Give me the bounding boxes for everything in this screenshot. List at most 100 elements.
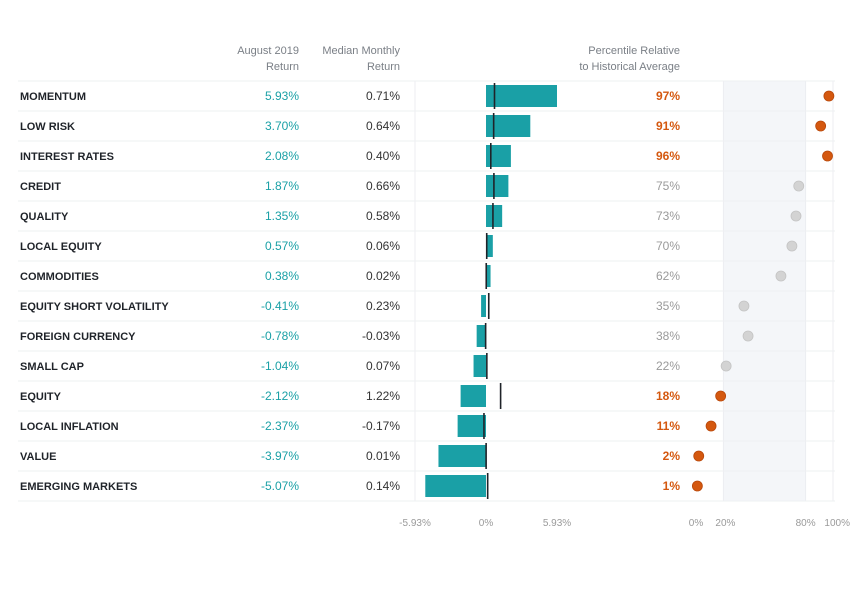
median-return-value: 0.64% [366, 119, 400, 133]
percentile-value: 91% [656, 119, 680, 133]
median-return-value: 0.58% [366, 209, 400, 223]
august-return-bar [486, 175, 509, 197]
august-return-bar [486, 265, 491, 287]
percentile-axis-tick-label: 100% [824, 518, 850, 529]
august-return-bar [486, 85, 557, 107]
table-row: SMALL CAP -1.04% 0.07% 22% [18, 350, 835, 379]
table-row: COMMODITIES 0.38% 0.02% 62% [18, 260, 835, 289]
header-august-line1: August 2019 [237, 45, 299, 57]
factor-label: LOCAL EQUITY [20, 241, 102, 253]
factor-label: LOCAL INFLATION [20, 421, 119, 433]
bar-axis-tick-label: 0% [479, 518, 494, 529]
median-return-value: 1.22% [366, 389, 400, 403]
august-return-value: 0.57% [265, 239, 299, 253]
percentile-dot [823, 90, 835, 102]
median-return-value: 0.07% [366, 359, 400, 373]
factor-label: FOREIGN CURRENCY [20, 331, 136, 343]
median-return-value: -0.17% [362, 419, 400, 433]
percentile-dot [720, 360, 732, 372]
august-return-value: 1.35% [265, 209, 299, 223]
table-row: INTEREST RATES 2.08% 0.40% 96% [18, 140, 835, 169]
august-return-value: 3.70% [265, 119, 299, 133]
percentile-dot [705, 420, 717, 432]
median-return-value: 0.66% [366, 179, 400, 193]
median-return-value: 0.71% [366, 89, 400, 103]
table-row: EQUITY -2.12% 1.22% 18% [18, 380, 835, 409]
percentile-value: 96% [656, 149, 680, 163]
factor-label: SMALL CAP [20, 361, 84, 373]
percentile-dot [786, 240, 798, 252]
factor-label: EQUITY [20, 391, 62, 403]
percentile-value: 75% [656, 179, 680, 193]
table-row: FOREIGN CURRENCY -0.78% -0.03% 38% [18, 320, 835, 349]
bar-axis-tick-label: 5.93% [543, 518, 571, 529]
factor-label: MOMENTUM [20, 91, 86, 103]
factor-label: EQUITY SHORT VOLATILITY [20, 301, 169, 313]
august-return-bar [457, 415, 486, 437]
percentile-dot [715, 390, 727, 402]
table-row: LOW RISK 3.70% 0.64% 91% [18, 110, 835, 139]
august-return-value: -0.78% [261, 329, 299, 343]
factor-label: VALUE [20, 451, 56, 463]
percentile-dot [775, 270, 787, 282]
factor-label: EMERGING MARKETS [20, 481, 137, 493]
median-return-value: 0.06% [366, 239, 400, 253]
august-return-bar [486, 205, 503, 227]
median-return-value: 0.23% [366, 299, 400, 313]
percentile-value: 35% [656, 299, 680, 313]
factor-label: INTEREST RATES [20, 151, 114, 163]
factor-label: COMMODITIES [20, 271, 99, 283]
august-return-bar [473, 355, 486, 377]
table-row: LOCAL INFLATION -2.37% -0.17% 11% [18, 410, 835, 439]
header-median-line2: Return [367, 61, 400, 73]
august-return-value: -5.07% [261, 479, 299, 493]
factor-label: LOW RISK [20, 121, 75, 133]
header-august-line2: Return [266, 61, 299, 73]
percentile-dot [793, 180, 805, 192]
august-return-value: -2.12% [261, 389, 299, 403]
percentile-dot [815, 120, 827, 132]
percentile-dot [822, 150, 833, 162]
median-return-value: 0.01% [366, 449, 400, 463]
median-return-value: 0.02% [366, 269, 400, 283]
august-return-value: -2.37% [261, 419, 299, 433]
percentile-dot [693, 450, 705, 462]
august-return-value: 1.87% [265, 179, 299, 193]
august-return-value: 0.38% [265, 269, 299, 283]
august-return-value: -3.97% [261, 449, 299, 463]
percentile-value: 73% [656, 209, 680, 223]
august-return-bar [486, 235, 493, 257]
percentile-value: 11% [657, 419, 681, 433]
median-return-value: 0.40% [366, 149, 400, 163]
table-row: EQUITY SHORT VOLATILITY -0.41% 0.23% 35% [18, 290, 835, 319]
header-percentile-line1: Percentile Relative [588, 45, 680, 57]
percentile-dot [790, 210, 802, 222]
median-return-value: -0.03% [362, 329, 400, 343]
august-return-bar [481, 295, 486, 317]
august-return-bar [486, 115, 531, 137]
august-return-value: -1.04% [261, 359, 299, 373]
header-percentile-line2: to Historical Average [579, 61, 680, 73]
percentile-value: 38% [656, 329, 680, 343]
table-row: VALUE -3.97% 0.01% 2% [18, 440, 835, 469]
percentile-value: 18% [656, 389, 680, 403]
factor-label: QUALITY [20, 211, 69, 223]
percentile-axis-tick-label: 80% [796, 518, 816, 529]
table-row: EMERGING MARKETS -5.07% 0.14% 1% [18, 470, 835, 499]
percentile-value: 70% [656, 239, 680, 253]
median-return-value: 0.14% [366, 479, 400, 493]
header-median-line1: Median Monthly [322, 45, 400, 57]
percentile-value: 2% [663, 449, 681, 463]
factor-label: CREDIT [20, 181, 61, 193]
percentile-dot [742, 330, 754, 342]
percentile-dot [691, 480, 703, 492]
august-return-bar [486, 145, 511, 167]
percentile-value: 1% [663, 479, 681, 493]
percentile-value: 62% [656, 269, 680, 283]
august-return-bar [476, 325, 486, 347]
percentile-axis-tick-label: 0% [689, 518, 704, 529]
august-return-value: -0.41% [261, 299, 299, 313]
table-row: CREDIT 1.87% 0.66% 75% [18, 170, 835, 199]
percentile-axis-tick-label: 20% [715, 518, 735, 529]
